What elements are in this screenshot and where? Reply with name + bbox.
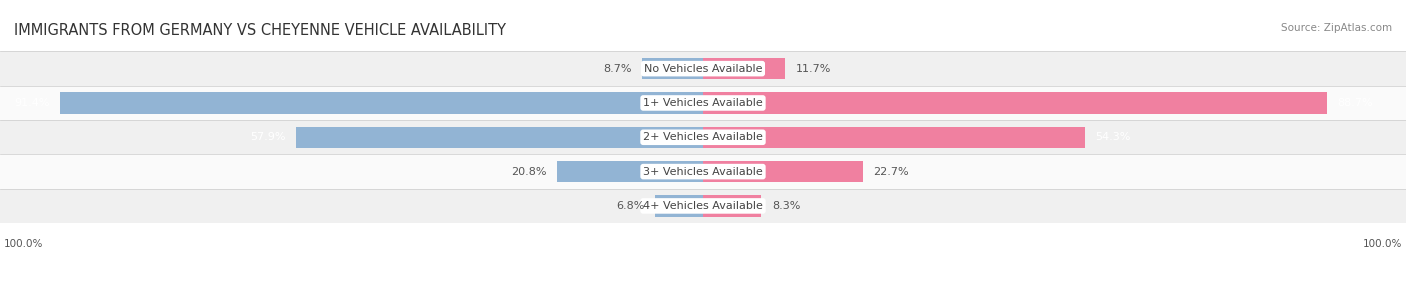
- Text: 100.0%: 100.0%: [1362, 239, 1403, 249]
- Bar: [0, 189, 1406, 223]
- Text: Source: ZipAtlas.com: Source: ZipAtlas.com: [1281, 23, 1392, 33]
- Bar: [557, 161, 703, 182]
- Text: 1+ Vehicles Available: 1+ Vehicles Available: [643, 98, 763, 108]
- Legend: Immigrants from Germany, Cheyenne: Immigrants from Germany, Cheyenne: [562, 284, 844, 286]
- Bar: [703, 127, 1085, 148]
- Text: 3+ Vehicles Available: 3+ Vehicles Available: [643, 167, 763, 176]
- Bar: [655, 195, 703, 217]
- Text: 88.7%: 88.7%: [1337, 98, 1372, 108]
- Text: No Vehicles Available: No Vehicles Available: [644, 64, 762, 74]
- Bar: [643, 58, 703, 79]
- Bar: [60, 92, 703, 114]
- Bar: [703, 161, 863, 182]
- Bar: [703, 92, 1327, 114]
- Text: 54.3%: 54.3%: [1095, 132, 1130, 142]
- Text: 8.3%: 8.3%: [772, 201, 800, 211]
- Text: 20.8%: 20.8%: [510, 167, 546, 176]
- Bar: [0, 154, 1406, 189]
- Bar: [0, 86, 1406, 120]
- Text: 91.4%: 91.4%: [14, 98, 49, 108]
- Text: 22.7%: 22.7%: [873, 167, 908, 176]
- Bar: [297, 127, 703, 148]
- Text: 4+ Vehicles Available: 4+ Vehicles Available: [643, 201, 763, 211]
- Text: 8.7%: 8.7%: [603, 64, 631, 74]
- Text: 100.0%: 100.0%: [3, 239, 44, 249]
- Bar: [703, 195, 762, 217]
- Bar: [0, 51, 1406, 86]
- Bar: [0, 120, 1406, 154]
- Text: 11.7%: 11.7%: [796, 64, 831, 74]
- Text: IMMIGRANTS FROM GERMANY VS CHEYENNE VEHICLE AVAILABILITY: IMMIGRANTS FROM GERMANY VS CHEYENNE VEHI…: [14, 23, 506, 38]
- Bar: [703, 58, 785, 79]
- Text: 57.9%: 57.9%: [250, 132, 285, 142]
- Text: 2+ Vehicles Available: 2+ Vehicles Available: [643, 132, 763, 142]
- Text: 6.8%: 6.8%: [616, 201, 644, 211]
